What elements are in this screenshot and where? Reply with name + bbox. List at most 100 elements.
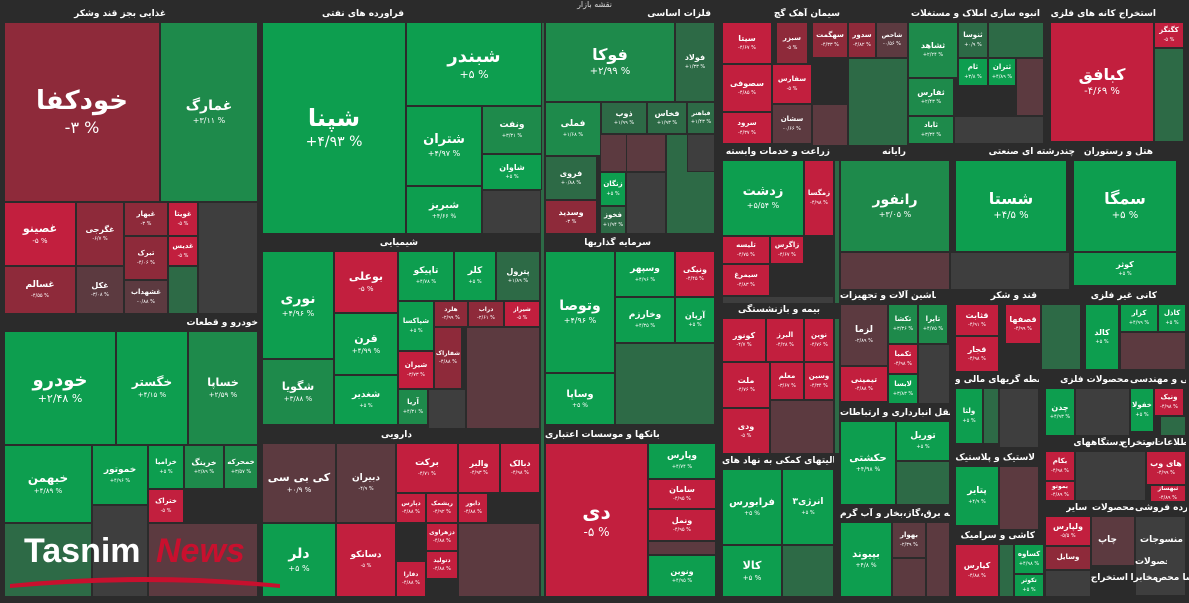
tile-zadasht[interactable]: زدشت +۵/۵۴ % xyxy=(722,160,804,236)
tile-vkhavola[interactable]: خفولا +۵ % xyxy=(1130,388,1154,432)
tile-ghesino[interactable]: غصینو -۵ % xyxy=(4,202,76,266)
tile-ghbehar[interactable]: غبهار -۳ % xyxy=(124,202,168,236)
tile-hland[interactable]: هلرد -۲/۹۹ % xyxy=(434,301,468,327)
tile-sfars[interactable]: سفارس -۵ % xyxy=(772,64,812,104)
tile-milat[interactable]: ملت -۴/۷۶ % xyxy=(722,362,770,408)
tile-sahand[interactable]: ثشاهد +۲/۲۴ % xyxy=(908,22,958,78)
tile-dfara[interactable]: دفارا -۴/۸۸ % xyxy=(396,561,426,597)
tile-khzamia[interactable]: خزامیا +۵ % xyxy=(148,445,184,489)
tile-shbandar[interactable]: شبندر +۵ % xyxy=(406,22,542,106)
tile-bhovar[interactable]: بهوار -۲/۳۹ % xyxy=(892,522,926,558)
tile-kisparis[interactable]: کیارس -۴/۸۸ % xyxy=(955,544,999,597)
tile-kalad[interactable]: کالد +۵ % xyxy=(1085,304,1119,370)
tile-foolad[interactable]: فولاد +۱/۳۳ % xyxy=(675,22,715,102)
tile-sroud[interactable]: سرود -۴/۳۷ % xyxy=(722,112,772,144)
tile-vsabil[interactable]: وسایل xyxy=(1045,546,1091,570)
tile-shbaria[interactable]: شپاکسا +۵ % xyxy=(398,301,434,351)
tile-kovaltar[interactable]: کوثر +۵ % xyxy=(1073,252,1177,286)
tile-vsmahr[interactable]: وسپهر +۴/۹۶ % xyxy=(615,251,675,297)
tile-tfars[interactable]: ثفارس +۲/۴۳ % xyxy=(908,78,954,116)
tile-vliperis[interactable]: ولپارس -۵/۵ % xyxy=(1045,516,1091,546)
tile-bmoto[interactable]: بموتو -۴/۸۹ % xyxy=(1045,481,1075,501)
tile-fahver[interactable]: فباهنر +۱/۴۳ % xyxy=(687,102,715,134)
tile-mealem[interactable]: معلم -۳/۶۷ % xyxy=(770,362,804,400)
tile-tam[interactable]: ثام +۳/۸ % xyxy=(958,58,988,86)
tile-booali[interactable]: بوعلی -۵ % xyxy=(334,251,398,313)
tile-shabriz[interactable]: شبریز +۴/۶۶ % xyxy=(406,186,482,234)
tile-labsa[interactable]: لابسا +۳/۸۳ % xyxy=(888,374,918,404)
tile-barkat[interactable]: برکت -۴/۷۱ % xyxy=(396,443,458,493)
tile-foka[interactable]: فوکا +۲/۹۹ % xyxy=(545,22,675,102)
tile-sahkht[interactable]: سهگمت -۴/۳۳ % xyxy=(812,22,848,58)
tile-vbnvin[interactable]: ونوین +۴/۹۵ % xyxy=(648,555,716,597)
tile-khmoto[interactable]: خموتور +۴/۹۶ % xyxy=(92,445,148,505)
tile-petrol[interactable]: پترول +۱/۸۹ % xyxy=(496,251,540,301)
tile-ghadir[interactable]: قرن +۴/۹۹ % xyxy=(334,313,398,375)
tile-ki_bi_si[interactable]: کی بی سی +۰/۹ % xyxy=(262,443,336,523)
tile-boutan[interactable]: بپیوند +۴/۸ % xyxy=(840,522,892,597)
tile-ghshahdab[interactable]: غشهداب -۰/۸۸ % xyxy=(124,280,168,314)
tile-frovi[interactable]: فروی +۰/۸۸ % xyxy=(545,156,597,200)
tile-rishmak[interactable]: ریشمک -۴/۹۲ % xyxy=(426,493,458,523)
tile-hkshti[interactable]: حکشتی +۴/۹۸ % xyxy=(840,421,896,505)
tile-zeblea[interactable]: تلیسه -۴/۷۵ % xyxy=(722,236,770,264)
tile-ghsalam[interactable]: غسالم -۴/۵۵ % xyxy=(4,266,76,314)
tile-vparis[interactable]: وپارس +۴/۷۴ % xyxy=(648,443,716,479)
tile-shgooya[interactable]: شگویا +۳/۸۸ % xyxy=(262,359,334,425)
tile-sasan[interactable]: سشان -۰/۶۶ % xyxy=(772,104,812,144)
tile-tkasa[interactable]: تکشا +۳/۳۶ % xyxy=(888,304,918,344)
tile-smega[interactable]: سمگا +۵ % xyxy=(1073,160,1177,252)
tile-khbhman[interactable]: خبهمن +۴/۸۹ % xyxy=(4,445,92,523)
tile-ghamarak[interactable]: غمارگ +۳/۱۱ % xyxy=(160,22,258,202)
tile-shadr[interactable]: شغدیر +۵ % xyxy=(334,375,398,425)
tile-shpna[interactable]: شپنا +۴/۹۳ % xyxy=(262,22,406,234)
tile-sdor[interactable]: سدور -۴/۸۲ % xyxy=(848,22,876,58)
tile-dbiran[interactable]: دبیران -۴/۹ % xyxy=(336,443,396,523)
tile-kzar[interactable]: کزار +۴/۹۹ % xyxy=(1120,304,1158,332)
tile-dasanko[interactable]: دسانکو -۵ % xyxy=(336,523,396,597)
tile-aria[interactable]: آریا +۴/۳۱ % xyxy=(398,389,428,425)
tile-sbnr[interactable]: سبزر -۵ % xyxy=(776,22,808,64)
tile-vkharazm[interactable]: وخارزم +۴/۳۵ % xyxy=(615,297,675,343)
tile-kangaz[interactable]: کگنگز -۵ % xyxy=(1154,22,1184,48)
tile-shtran[interactable]: شتران +۴/۹۷ % xyxy=(406,106,482,186)
tile-fraborso[interactable]: فرابورس +۵ % xyxy=(722,469,782,545)
tile-tehran[interactable]: ثتران +۴/۸۹ % xyxy=(988,58,1016,86)
tile-sasfahan[interactable]: سصوفی -۴/۸۵ % xyxy=(722,64,772,112)
tile-shiran[interactable]: شیران -۳/۷۳ % xyxy=(398,351,434,389)
tile-dpars[interactable]: دپارس -۴/۸۸ % xyxy=(396,493,426,523)
tile-khodkafa[interactable]: خودکفا -۳ % xyxy=(4,22,160,202)
tile-vasin[interactable]: وسین -۴/۳۴ % xyxy=(804,362,834,400)
tile-sekhaf[interactable]: شاخص -۰/۵۶ % xyxy=(876,22,908,58)
tile-zob[interactable]: ذوب +۱/۹۹ % xyxy=(601,102,647,134)
tile-sheopar[interactable]: شفاراک -۴/۸۸ % xyxy=(434,327,462,389)
tile-saman[interactable]: سامان -۴/۹۵ % xyxy=(648,479,716,509)
tile-kbafgh[interactable]: کبافق -۴/۶۹ % xyxy=(1050,22,1154,142)
tile-khmehr[interactable]: خمحرکه +۳/۵۷ % xyxy=(224,445,258,489)
tile-simorgh[interactable]: سیمرغ -۴/۸۳ % xyxy=(722,264,770,296)
tile-patir[interactable]: پتایر +۴/۹ % xyxy=(955,466,999,526)
tile-kosar[interactable]: تکوثر +۵ % xyxy=(1014,574,1044,597)
tile-tmeyni[interactable]: تیمینی -۴/۸۸ % xyxy=(840,366,888,402)
tile-tanoosa[interactable]: ثنوسا +۰/۹ % xyxy=(958,22,988,58)
tile-tkmaha[interactable]: تکمبا -۴/۹۸ % xyxy=(888,344,918,374)
tile-kala[interactable]: کالا +۵ % xyxy=(722,545,782,597)
tile-vaenal[interactable]: ونمل -۴/۹۵ % xyxy=(648,509,716,541)
tile-vasdid[interactable]: وسدید -۳ % xyxy=(545,200,597,234)
tile-ranfor[interactable]: رانفور +۳/۰۵ % xyxy=(840,160,950,252)
tile-ghegrji[interactable]: غگرجی -۶/۷ % xyxy=(76,202,124,266)
tile-noori[interactable]: نوری +۴/۹۶ % xyxy=(262,251,334,359)
tile-zamgha[interactable]: زمگسا -۴/۹۸ % xyxy=(804,160,834,236)
tile-sita[interactable]: سیتا -۴/۶۷ % xyxy=(722,22,772,64)
tile-fkhas[interactable]: فخاس +۱/۹۳ % xyxy=(647,102,687,134)
tile-femli[interactable]: فملی +۱/۶۸ % xyxy=(545,102,601,156)
tile-vrnik[interactable]: ونیک -۴/۹۸ % xyxy=(1154,388,1184,416)
tile-chadan[interactable]: چدن +۴/۹۳ % xyxy=(1045,388,1075,436)
tile-khtrak[interactable]: ختراک -۵ % xyxy=(148,489,184,523)
tile-khodro[interactable]: خودرو +۲/۴۸ % xyxy=(4,331,116,445)
tile-arian[interactable]: آریان +۵ % xyxy=(675,297,715,343)
tile-dtoliid[interactable]: دتولید -۴/۸۸ % xyxy=(426,551,458,579)
tile-gharr[interactable]: قجار -۴/۹۸ % xyxy=(955,336,999,372)
tile-zagros[interactable]: زاگرس -۴/۶۷ % xyxy=(770,236,804,264)
tile-ghasfha[interactable]: قصفها -۴/۹۹ % xyxy=(1005,304,1041,344)
